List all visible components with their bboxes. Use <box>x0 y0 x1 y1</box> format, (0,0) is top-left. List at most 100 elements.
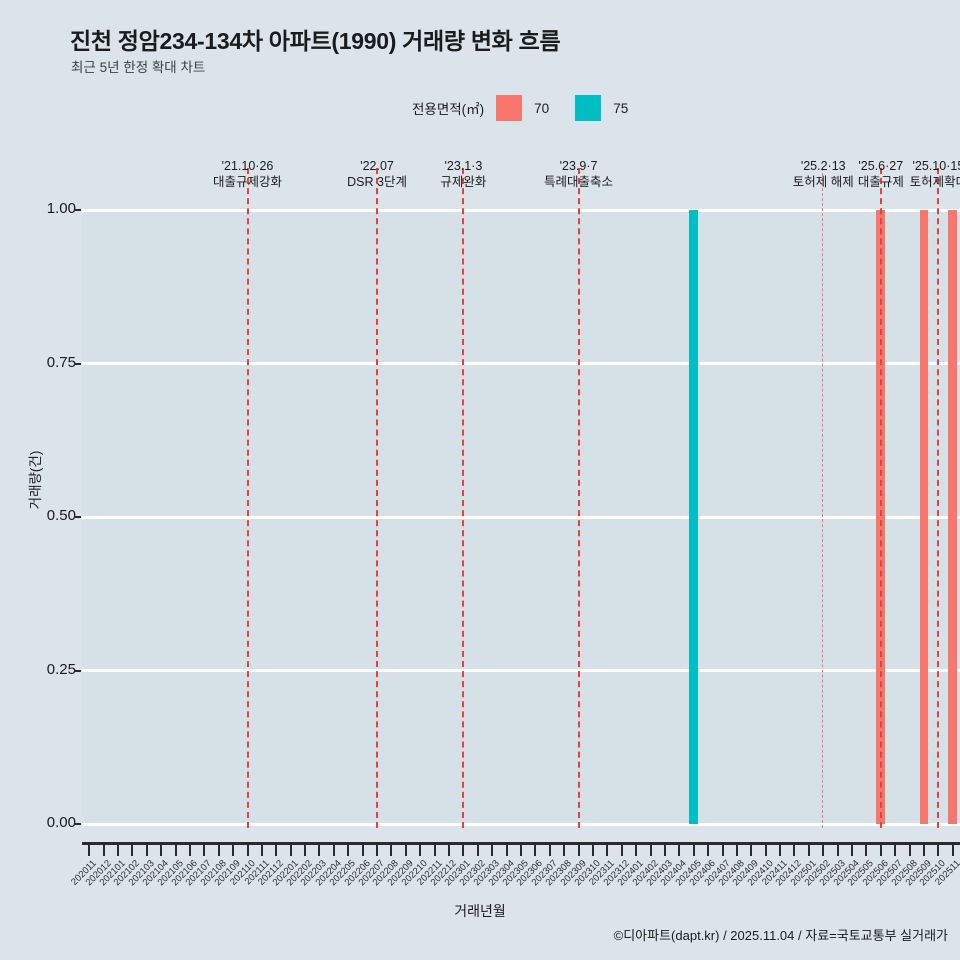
bar-75-202405 <box>689 210 699 824</box>
bar-70-202511 <box>948 210 958 824</box>
event-line-202309 <box>577 168 580 828</box>
x-tick-mark <box>649 845 652 856</box>
plot-area <box>82 208 960 826</box>
event-label-202506: '25.6·27 대출규제 <box>821 158 941 190</box>
x-tick-mark <box>318 845 321 856</box>
x-tick-mark <box>707 845 710 856</box>
x-tick-mark <box>793 845 796 856</box>
gridline <box>82 362 960 365</box>
y-tick-mark <box>74 669 81 672</box>
x-tick-mark <box>520 845 522 856</box>
event-label-202110: '21.10·26 대출규제강화 <box>188 158 308 190</box>
event-name: 규제완화 <box>440 175 487 189</box>
x-tick-mark <box>260 845 263 856</box>
x-tick-mark <box>750 845 753 856</box>
x-tick-mark <box>347 845 350 856</box>
gridline <box>82 669 960 672</box>
event-name: 대출규제강화 <box>213 175 283 189</box>
x-tick-mark <box>779 845 782 856</box>
y-tick-mark <box>74 209 81 211</box>
x-tick-mark <box>692 845 695 856</box>
x-tick-mark <box>923 845 926 856</box>
x-tick-mark <box>951 845 954 856</box>
event-date: '25.6·27 <box>858 159 904 173</box>
gridline <box>82 515 960 519</box>
y-axis-label: 거래량(건) <box>28 450 43 510</box>
y-tick-mark <box>74 362 81 365</box>
x-tick-mark <box>577 845 580 856</box>
x-tick-mark <box>332 845 335 856</box>
x-tick-mark <box>404 845 407 856</box>
x-axis-label: 거래년월 <box>454 903 506 919</box>
x-tick-mark <box>188 845 191 856</box>
x-tick-mark <box>448 845 451 856</box>
x-tick-mark <box>376 845 379 856</box>
gridline <box>82 208 960 212</box>
event-line-202502 <box>822 168 824 828</box>
x-tick-mark <box>865 845 868 856</box>
y-tick-label: 0.50 <box>46 507 76 524</box>
x-tick-mark <box>764 845 767 856</box>
x-tick-mark <box>735 845 738 856</box>
x-tick-mark <box>203 845 206 856</box>
event-date: '23.1·3 <box>444 159 483 173</box>
x-tick-mark <box>908 845 911 856</box>
chart-footer: ©디아파트(dapt.kr) / 2025.11.04 / 자료=국토교통부 실… <box>613 928 948 943</box>
x-tick-mark <box>246 845 249 856</box>
legend-swatch-70 <box>496 95 523 121</box>
legend-label-75: 75 <box>613 100 629 116</box>
legend-label-70: 70 <box>534 100 550 116</box>
legend: 전용면적(㎡) 70 75 <box>412 95 628 121</box>
x-tick-mark <box>591 845 594 856</box>
event-name: 토허제 해제 <box>792 175 854 189</box>
x-axis-line <box>82 842 960 845</box>
x-tick-mark <box>606 845 609 856</box>
x-tick-mark <box>894 845 897 856</box>
x-tick-mark <box>131 845 134 856</box>
x-tick-mark <box>275 845 278 856</box>
event-date: '21.10·26 <box>221 159 274 173</box>
x-tick-mark <box>505 845 508 856</box>
event-name: 특례대출축소 <box>544 175 614 189</box>
x-tick-mark <box>620 845 623 856</box>
event-line-202301 <box>462 168 465 828</box>
x-tick-mark <box>160 845 163 856</box>
x-tick-mark <box>663 845 666 856</box>
x-tick-mark <box>563 845 566 856</box>
x-tick-mark <box>304 845 307 856</box>
y-tick-label: 0.25 <box>46 660 76 678</box>
x-tick-mark <box>635 845 638 856</box>
event-name: 대출규제 <box>857 175 904 189</box>
x-tick-mark <box>145 845 148 856</box>
y-tick-mark <box>74 516 81 518</box>
event-name: DSR 3단계 <box>347 175 407 189</box>
x-tick-mark <box>419 845 422 856</box>
event-label-202301: '23.1·3 규제완화 <box>403 158 523 190</box>
x-tick-mark <box>491 845 494 856</box>
x-tick-mark <box>851 845 854 856</box>
x-tick-mark <box>116 845 119 856</box>
chart-subtitle: 최근 5년 한정 확대 차트 <box>71 60 206 75</box>
x-tick-mark <box>361 845 364 856</box>
x-tick-mark <box>476 845 479 856</box>
x-tick-mark <box>88 845 91 856</box>
x-tick-mark <box>879 845 882 856</box>
x-tick-mark <box>937 845 940 856</box>
chart-title: 진천 정암234-134차 아파트(1990) 거래량 변화 흐름 <box>70 28 561 54</box>
x-tick-mark <box>390 845 393 856</box>
x-tick-mark <box>836 845 839 856</box>
bar-70-202509 <box>919 210 929 824</box>
x-tick-mark <box>217 845 220 856</box>
legend-swatch-75 <box>575 95 602 121</box>
x-tick-mark <box>174 845 177 856</box>
x-tick-mark <box>462 845 465 856</box>
event-name: 토허제확대 <box>909 175 960 189</box>
event-label-202309: '23.9·7 특례대출축소 <box>519 158 639 190</box>
event-date: '25.10·15 <box>912 159 960 173</box>
event-line-202207 <box>376 168 379 828</box>
x-tick-mark <box>548 845 551 856</box>
event-line-202510 <box>937 168 940 828</box>
x-tick-mark <box>289 845 292 856</box>
x-tick-mark <box>232 845 235 856</box>
